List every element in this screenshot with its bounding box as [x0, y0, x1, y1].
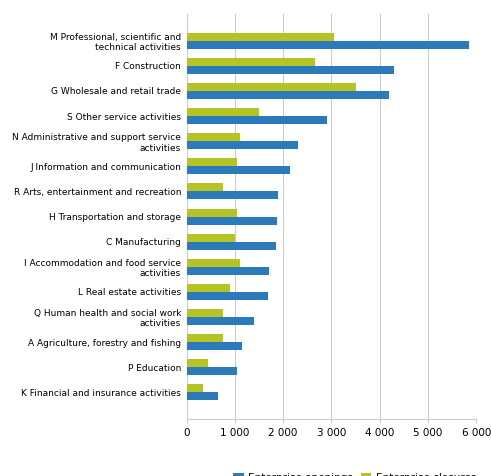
Bar — [187, 91, 389, 99]
Bar — [187, 166, 290, 174]
Bar — [187, 66, 394, 74]
Bar — [187, 259, 240, 267]
Bar — [187, 108, 259, 116]
Bar — [187, 359, 208, 367]
Bar — [187, 309, 223, 317]
Bar — [187, 292, 268, 300]
Bar — [187, 217, 277, 225]
Bar — [187, 191, 278, 199]
Bar — [187, 334, 223, 342]
Bar — [187, 33, 334, 41]
Bar — [187, 116, 327, 124]
Bar — [187, 141, 298, 149]
Bar — [187, 392, 218, 400]
Bar — [187, 41, 469, 49]
Bar — [187, 385, 203, 392]
Bar — [187, 367, 237, 376]
Bar — [187, 58, 315, 66]
Legend: Enterprise openings, Enterprise closures: Enterprise openings, Enterprise closures — [229, 468, 480, 476]
Bar — [187, 234, 235, 242]
Bar — [187, 83, 355, 91]
Bar — [187, 284, 230, 292]
Bar — [187, 208, 237, 217]
Bar — [187, 317, 254, 325]
Bar — [187, 242, 276, 250]
Bar — [187, 267, 269, 275]
Bar — [187, 133, 240, 141]
Bar — [187, 183, 223, 191]
Bar — [187, 342, 242, 350]
Bar — [187, 159, 237, 166]
